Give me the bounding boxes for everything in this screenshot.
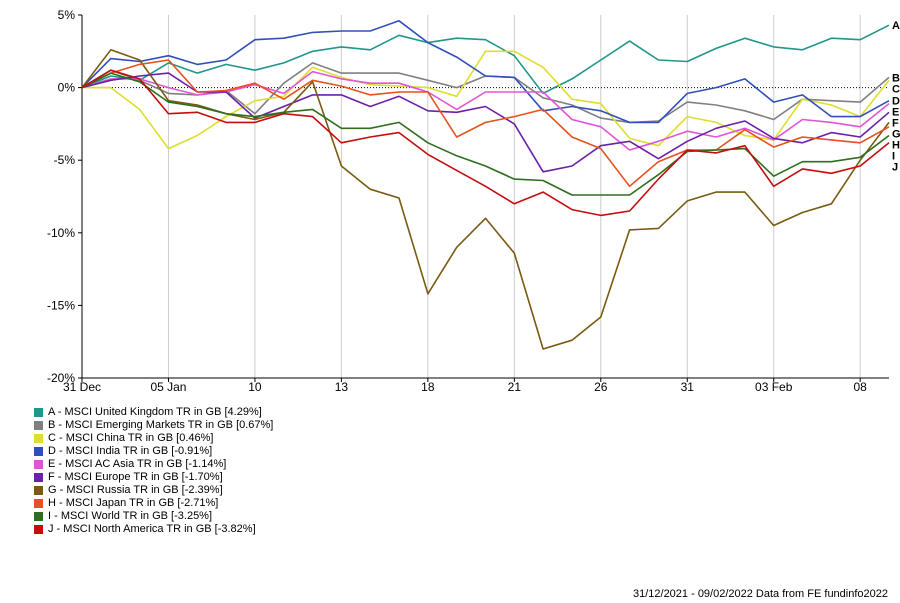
legend-item-g: G - MSCI Russia TR in GB [-2.39%]: [34, 484, 273, 497]
legend-swatch: [34, 525, 43, 534]
end-label-f: F: [892, 118, 899, 130]
legend-label: F - MSCI Europe TR in GB [-1.70%]: [48, 471, 223, 483]
legend-label: E - MSCI AC Asia TR in GB [-1.14%]: [48, 458, 227, 470]
legend-label: A - MSCI United Kingdom TR in GB [4.29%]: [48, 406, 262, 418]
series-line-e: [81, 70, 890, 151]
legend-swatch: [34, 408, 43, 417]
x-tick-label-7: 31: [681, 380, 695, 394]
end-label-b: B: [892, 72, 900, 84]
legend-swatch: [34, 447, 43, 456]
series-line-a: [81, 24, 890, 95]
series-line-f: [81, 72, 890, 173]
legend-swatch: [34, 460, 43, 469]
legend-label: B - MSCI Emerging Markets TR in GB [0.67…: [48, 419, 274, 431]
footer-source-note: 31/12/2021 - 09/02/2022 Data from FE fun…: [632, 588, 888, 600]
legend-swatch: [34, 473, 43, 482]
legend-item-e: E - MSCI AC Asia TR in GB [-1.14%]: [34, 458, 273, 471]
series-line-j: [81, 69, 890, 217]
legend-swatch: [34, 512, 43, 521]
legend-label: G - MSCI Russia TR in GB [-2.39%]: [48, 484, 223, 496]
legend-item-h: H - MSCI Japan TR in GB [-2.71%]: [34, 497, 273, 510]
legend-item-i: I - MSCI World TR in GB [-3.25%]: [34, 510, 273, 523]
legend-label: C - MSCI China TR in GB [0.46%]: [48, 432, 214, 444]
legend-label: D - MSCI India TR in GB [-0.91%]: [48, 445, 213, 457]
y-tick-label-1: 0%: [58, 81, 76, 95]
legend-item-j: J - MSCI North America TR in GB [-3.82%]: [34, 523, 273, 536]
y-axis-tick-labels: 5% 0% -5% -10% -15% -20%: [47, 8, 82, 385]
end-label-a: A: [892, 20, 900, 32]
legend-swatch: [34, 421, 43, 430]
x-axis-tick-labels: 31 Dec 05 Jan 10 13 18 21 26 31 03 Feb 08: [63, 378, 867, 394]
end-label-h: H: [892, 140, 900, 152]
series-line-c: [82, 50, 890, 150]
y-tick-label-3: -10%: [47, 226, 75, 240]
legend-label: H - MSCI Japan TR in GB [-2.71%]: [48, 497, 219, 509]
x-tick-label-0: 31 Dec: [63, 380, 101, 394]
series-line-h: [81, 59, 890, 188]
y-tick-label-0: 5%: [58, 8, 76, 22]
y-tick-label-2: -5%: [54, 153, 76, 167]
series-line-i: [81, 72, 890, 196]
end-label-j: J: [892, 162, 898, 174]
legend-item-c: C - MSCI China TR in GB [0.46%]: [34, 432, 273, 445]
end-label-g: G: [892, 129, 900, 141]
y-tick-label-5: -20%: [47, 371, 75, 385]
series-line-d: [81, 19, 890, 124]
x-tick-label-6: 26: [594, 380, 608, 394]
legend-swatch: [34, 499, 43, 508]
end-label-e: E: [892, 107, 899, 119]
x-tick-label-1: 05 Jan: [150, 380, 186, 394]
y-tick-label-4: -15%: [47, 298, 75, 312]
legend-label: J - MSCI North America TR in GB [-3.82%]: [48, 523, 256, 535]
legend-swatch: [34, 486, 43, 495]
legend-item-a: A - MSCI United Kingdom TR in GB [4.29%]: [34, 406, 273, 419]
end-label-c: C: [892, 83, 900, 95]
chart-axes: [81, 15, 889, 379]
end-label-d: D: [892, 96, 900, 108]
x-tick-label-8: 03 Feb: [755, 380, 793, 394]
chart: 5% 0% -5% -10% -15% -20% 31 Dec 05 Jan 10 13 18 21…: [47, 8, 900, 394]
legend-label: I - MSCI World TR in GB [-3.25%]: [48, 510, 213, 522]
legend-item-f: F - MSCI Europe TR in GB [-1.70%]: [34, 471, 273, 484]
x-tick-label-4: 18: [421, 380, 435, 394]
legend-item-d: D - MSCI India TR in GB [-0.91%]: [34, 445, 273, 458]
series-lines: [81, 19, 890, 350]
chart-grid: [81, 15, 861, 378]
x-tick-label-5: 21: [508, 380, 522, 394]
x-tick-label-2: 10: [248, 380, 262, 394]
x-tick-label-9: 08: [853, 380, 867, 394]
end-label-i: I: [892, 151, 895, 163]
legend-item-b: B - MSCI Emerging Markets TR in GB [0.67…: [34, 419, 273, 432]
x-tick-label-3: 13: [335, 380, 349, 394]
legend: A - MSCI United Kingdom TR in GB [4.29%]…: [34, 406, 273, 536]
legend-swatch: [34, 434, 43, 443]
